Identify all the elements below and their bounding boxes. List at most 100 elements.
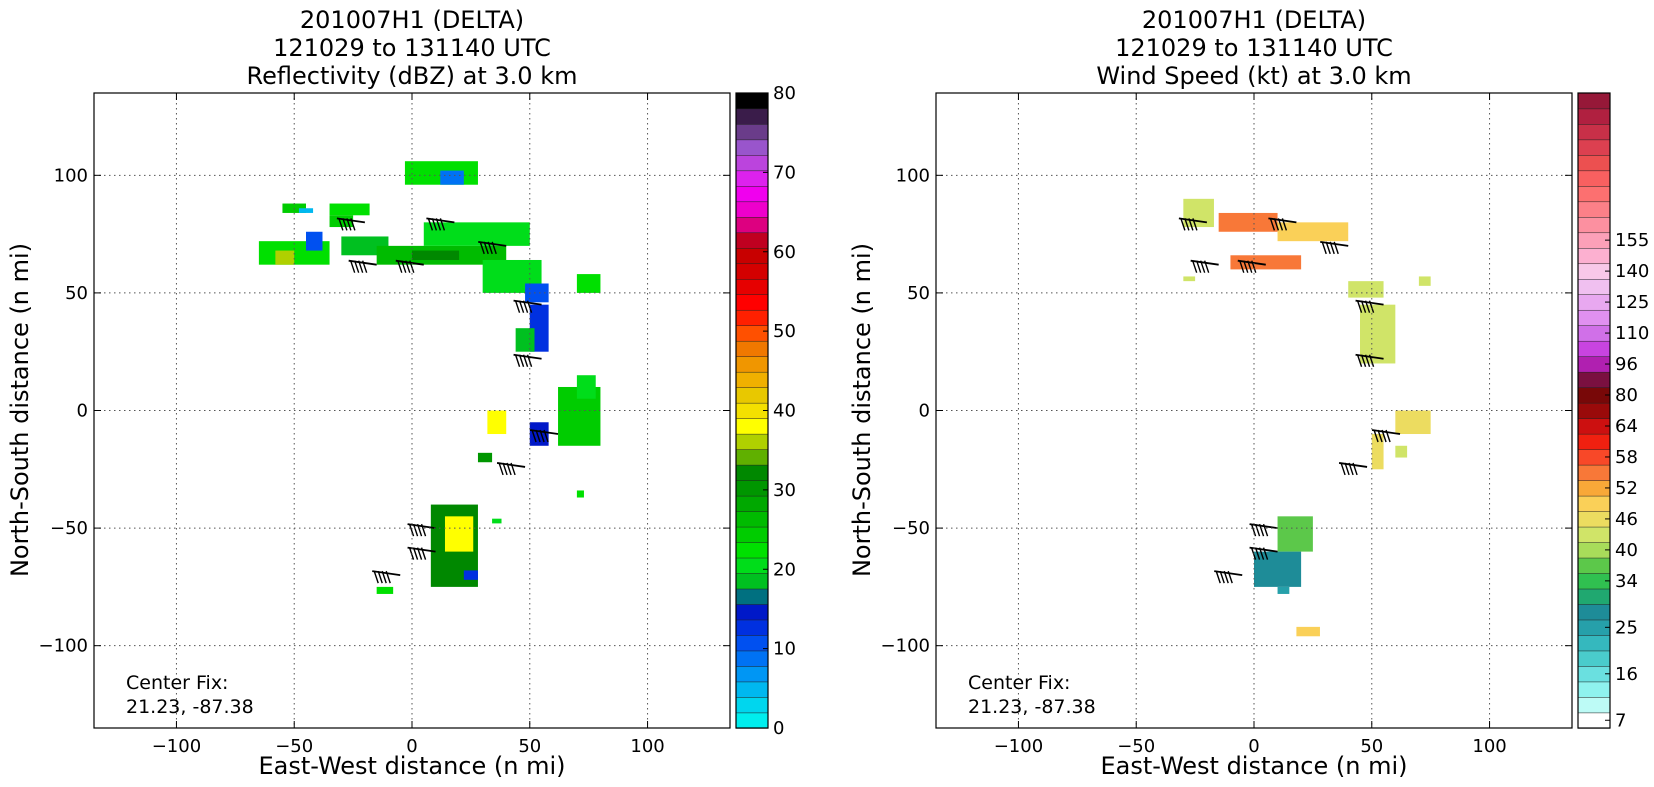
wind-barb-flag (1360, 300, 1367, 313)
colorbar-tick-label: 7 (1615, 710, 1626, 731)
wind-barb-flag (405, 260, 411, 273)
colorbar-bin (1577, 340, 1611, 357)
echo-cell (329, 203, 370, 216)
colorbar-tick-label: 110 (1615, 323, 1649, 344)
colorbar-tick-label: 125 (1615, 292, 1649, 313)
colorbar-bin (1577, 402, 1611, 419)
wind-barb-flag (539, 429, 545, 443)
wind-barb-flag (1329, 241, 1335, 255)
wind-speed-echo-layer (1183, 198, 1431, 637)
y-tick-label: 0 (77, 401, 88, 422)
wind-barb-flag (487, 241, 493, 255)
wind-speed-colorbar: 7 16 25 34 40 46 52 58 64 80 96 110 125 140 155 (1577, 92, 1649, 731)
colorbar-tick-label: 80 (1615, 385, 1638, 406)
wind-barb-flag (483, 241, 489, 255)
center-fix-coordinates: 21.23, -87.38 (968, 696, 1096, 718)
colorbar-bin (735, 696, 769, 714)
colorbar-bin (735, 108, 769, 125)
wind-barb-flag (1381, 429, 1387, 443)
wind-barb-flag (1360, 354, 1367, 367)
colorbar-bin (735, 154, 769, 172)
x-axis-ticks: −100 −50 0 50 100 (994, 93, 1507, 757)
colorbar-bin (1577, 185, 1611, 203)
wind-barb-flag (1254, 523, 1261, 537)
colorbar-bin (1577, 123, 1611, 141)
wind-barb-flag (526, 354, 533, 367)
wind-barb-flag (1325, 241, 1331, 255)
colorbar-tick-label: 64 (1615, 416, 1638, 437)
colorbar-bin (735, 510, 769, 528)
wind-barb-flag (1281, 218, 1288, 231)
echo-cell (576, 274, 601, 293)
echo-cell (1277, 516, 1313, 552)
colorbar-bin (735, 247, 769, 265)
grid-lines (94, 93, 730, 728)
colorbar-bin (1577, 371, 1611, 388)
wind-barb-flag (377, 570, 383, 584)
wind-barb-flag (1180, 218, 1186, 231)
echo-cell (525, 283, 549, 303)
colorbar-tick-label: 140 (1615, 261, 1649, 282)
colorbar-bin (735, 526, 769, 543)
wind-barb-flag (420, 523, 427, 537)
wind-barb-flag (1333, 241, 1339, 255)
colorbar-tick-label: 25 (1615, 617, 1638, 638)
colorbar-bin (1577, 139, 1611, 156)
echo-cell (1418, 276, 1431, 286)
y-axis-label: North-South distance (n mi) (848, 243, 876, 577)
wind-barb-flag (431, 218, 438, 231)
colorbar-bin (735, 417, 769, 435)
wind-barb-flag (354, 260, 360, 273)
wind-barb-flag (1377, 429, 1383, 443)
wind-barb-flag (1368, 354, 1375, 367)
colorbar-bin (735, 340, 769, 357)
echo-cell (1254, 551, 1302, 587)
wind-barb-flag (1215, 570, 1221, 584)
wind-barb-flag (1243, 260, 1249, 273)
x-tick-label: 0 (406, 736, 417, 757)
colorbar-bin (1577, 603, 1611, 621)
wind-barb-flag (412, 547, 419, 560)
wind-barb-flag (1348, 462, 1354, 476)
wind-barb-flag (1321, 241, 1327, 255)
echo-cell (275, 250, 295, 265)
colorbar-bin (1577, 309, 1611, 326)
wind-barb-flag (498, 462, 504, 476)
colorbar-tick-label: 0 (773, 718, 784, 739)
wind-barb-flag (543, 429, 549, 443)
wind-barb-flag (479, 241, 485, 255)
wind-barb-flag (1262, 547, 1269, 560)
colorbar-bin (735, 479, 769, 497)
wind-barb-flag (416, 523, 423, 537)
colorbar-tick-label: 60 (773, 242, 796, 263)
wind-barb-flag (1273, 218, 1280, 231)
center-fix-coordinates: 21.23, -87.38 (126, 696, 254, 718)
wind-barb-flag (1227, 570, 1233, 584)
wind-barb-flag (420, 547, 427, 560)
echo-cell (576, 490, 584, 498)
colorbar-bin (1577, 108, 1611, 125)
wind-barb-flag (1239, 260, 1245, 273)
reflectivity-echo-layer (258, 161, 601, 594)
echo-cell (1360, 304, 1396, 364)
x-axis-ticks: −100 −50 0 50 100 (152, 93, 665, 757)
echo-cell (444, 516, 474, 552)
x-tick-label: −100 (994, 736, 1043, 757)
colorbar-bin (735, 541, 769, 559)
wind-barb-flag (1250, 523, 1257, 537)
colorbar-bin (1577, 526, 1611, 543)
echo-cell (1371, 434, 1384, 470)
y-axis-ticks: −100 −50 0 50 100 (881, 165, 1572, 657)
wind-barb-flag (1251, 260, 1257, 273)
colorbar-bin (1577, 557, 1611, 574)
chart-title-line-3: Reflectivity (dBZ) at 3.0 km (247, 62, 578, 90)
chart-title-line-1: 201007H1 (DELTA) (300, 6, 524, 34)
colorbar-tick-label: 155 (1615, 230, 1649, 251)
x-tick-label: 50 (1360, 736, 1383, 757)
wind-barb-flag (1385, 429, 1391, 443)
colorbar-bin (735, 650, 769, 667)
wind-barb-flag (350, 260, 356, 273)
y-tick-label: 50 (65, 283, 88, 304)
wind-barb-flag (1364, 354, 1371, 367)
colorbar-bin (1577, 681, 1611, 698)
